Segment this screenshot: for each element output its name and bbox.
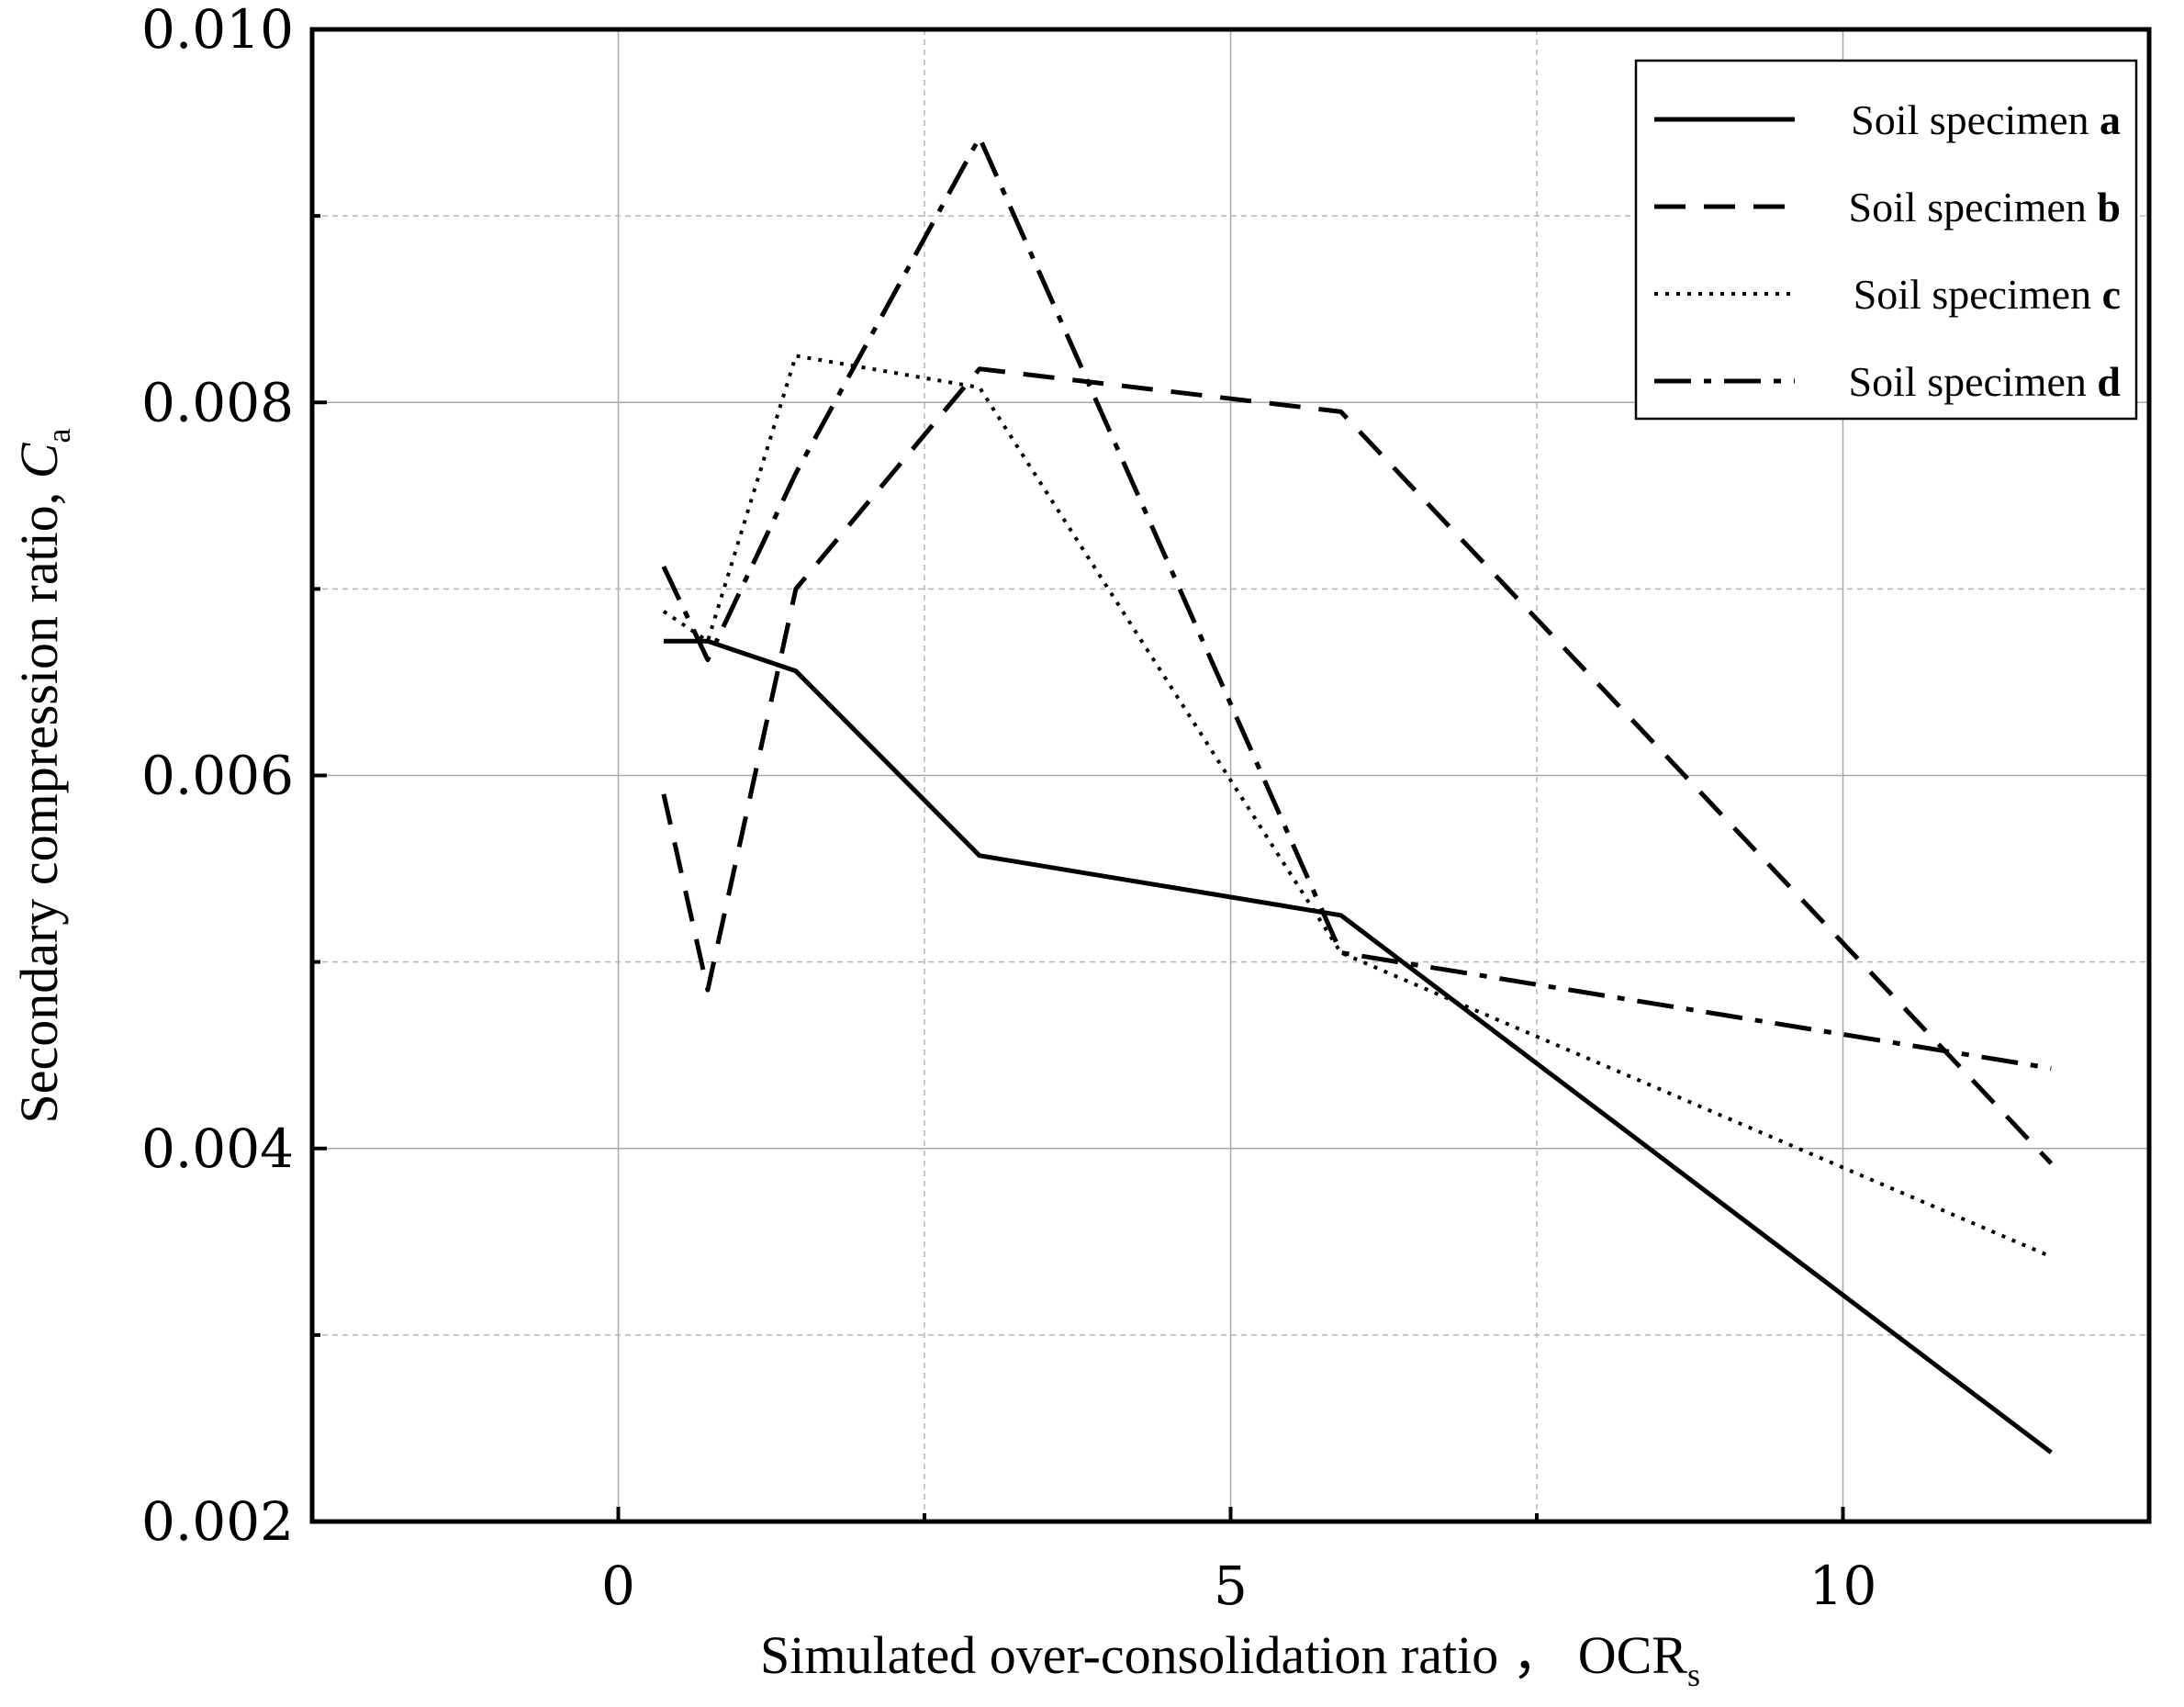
series-line-c <box>662 354 2053 1259</box>
x-axis-title: Simulated over-consolidation ratio ， OCRs <box>760 1625 1700 1693</box>
legend-label-c: Soil specimen c <box>1854 271 2121 318</box>
y-tick-label: 0.006 <box>141 745 294 807</box>
legend-label-a: Soil specimen a <box>1851 96 2121 143</box>
legend-items: Soil specimen a Soil specimen b Soil speci… <box>1654 96 2121 405</box>
legend-label-b: Soil specimen b <box>1849 184 2121 230</box>
axis-ticks: 0 5 10 0.002 0.004 0.006 0.008 0.010 <box>141 0 1876 1617</box>
legend: Soil specimen a Soil specimen b Soil speci… <box>1634 59 2138 421</box>
x-tick-label: 5 <box>1214 1555 1248 1617</box>
y-tick-label: 0.008 <box>141 371 294 433</box>
y-tick-label: 0.004 <box>141 1117 294 1180</box>
x-tick-label: 10 <box>1809 1555 1877 1617</box>
legend-label-d: Soil specimen d <box>1849 358 2122 405</box>
y-tick-label: 0.010 <box>141 0 294 61</box>
y-axis-title: Secondary compression ratio, Ca <box>9 429 77 1124</box>
series-line-d <box>661 135 2052 1071</box>
y-tick-label: 0.002 <box>141 1490 294 1553</box>
series-line-b <box>661 366 2054 1165</box>
x-tick-label: 0 <box>601 1555 635 1617</box>
series-lines <box>661 135 2054 1454</box>
